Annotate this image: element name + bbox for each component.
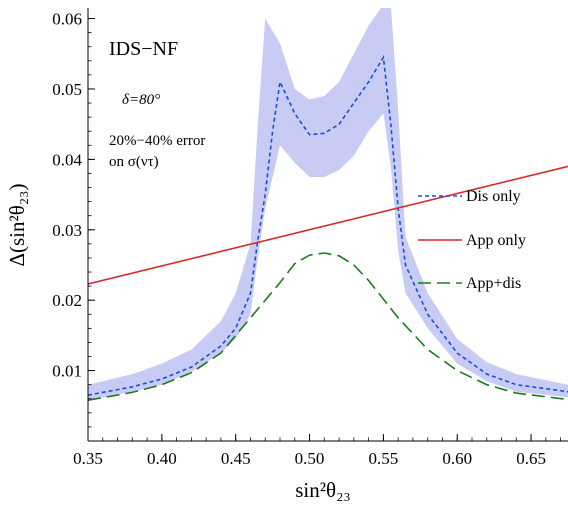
x-tick-label: 0.45 — [221, 449, 251, 468]
y-tick-label: 0.06 — [52, 10, 82, 29]
y-tick-label: 0.04 — [52, 150, 82, 169]
series-layer — [88, 54, 568, 401]
legend-label-dis-only: Dis only — [466, 188, 521, 205]
legend-label-app-dis: App+dis — [466, 275, 521, 292]
y-tick-label: 0.03 — [52, 221, 82, 240]
annotation-error-line1: 20%−40% error — [109, 133, 205, 149]
axes-layer: 0.35 0.40 0.45 0.50 0.55 0.60 0.65 0.01 0.02 0.03… — [52, 8, 568, 468]
annotation-delta: δ=80° — [122, 92, 160, 108]
x-tick-label: 0.40 — [147, 449, 177, 468]
y-tick-label: 0.01 — [52, 362, 82, 381]
y-axis-title: Δ(sin²θ₂₃) — [5, 183, 29, 266]
y-tick-label: 0.05 — [52, 80, 82, 99]
legend-label-app-only: App only — [466, 232, 526, 249]
annotation-error-line2: on σ(ντ) — [109, 154, 159, 170]
x-tick-label: 0.35 — [73, 449, 103, 468]
legend: Dis only App only App+dis — [418, 188, 526, 292]
y-tick-label: 0.02 — [52, 291, 82, 310]
x-tick-label: 0.55 — [369, 449, 399, 468]
x-tick-label: 0.65 — [516, 449, 546, 468]
annotation-experiment: IDS−NF — [109, 38, 178, 60]
series-line-app-dis — [88, 252, 568, 401]
x-axis-title: sin²θ₂₃ — [295, 478, 351, 502]
series-line-app-only — [88, 165, 568, 285]
x-tick-label: 0.60 — [442, 449, 472, 468]
series-line-dis-only — [88, 54, 568, 396]
x-tick-label: 0.50 — [295, 449, 325, 468]
